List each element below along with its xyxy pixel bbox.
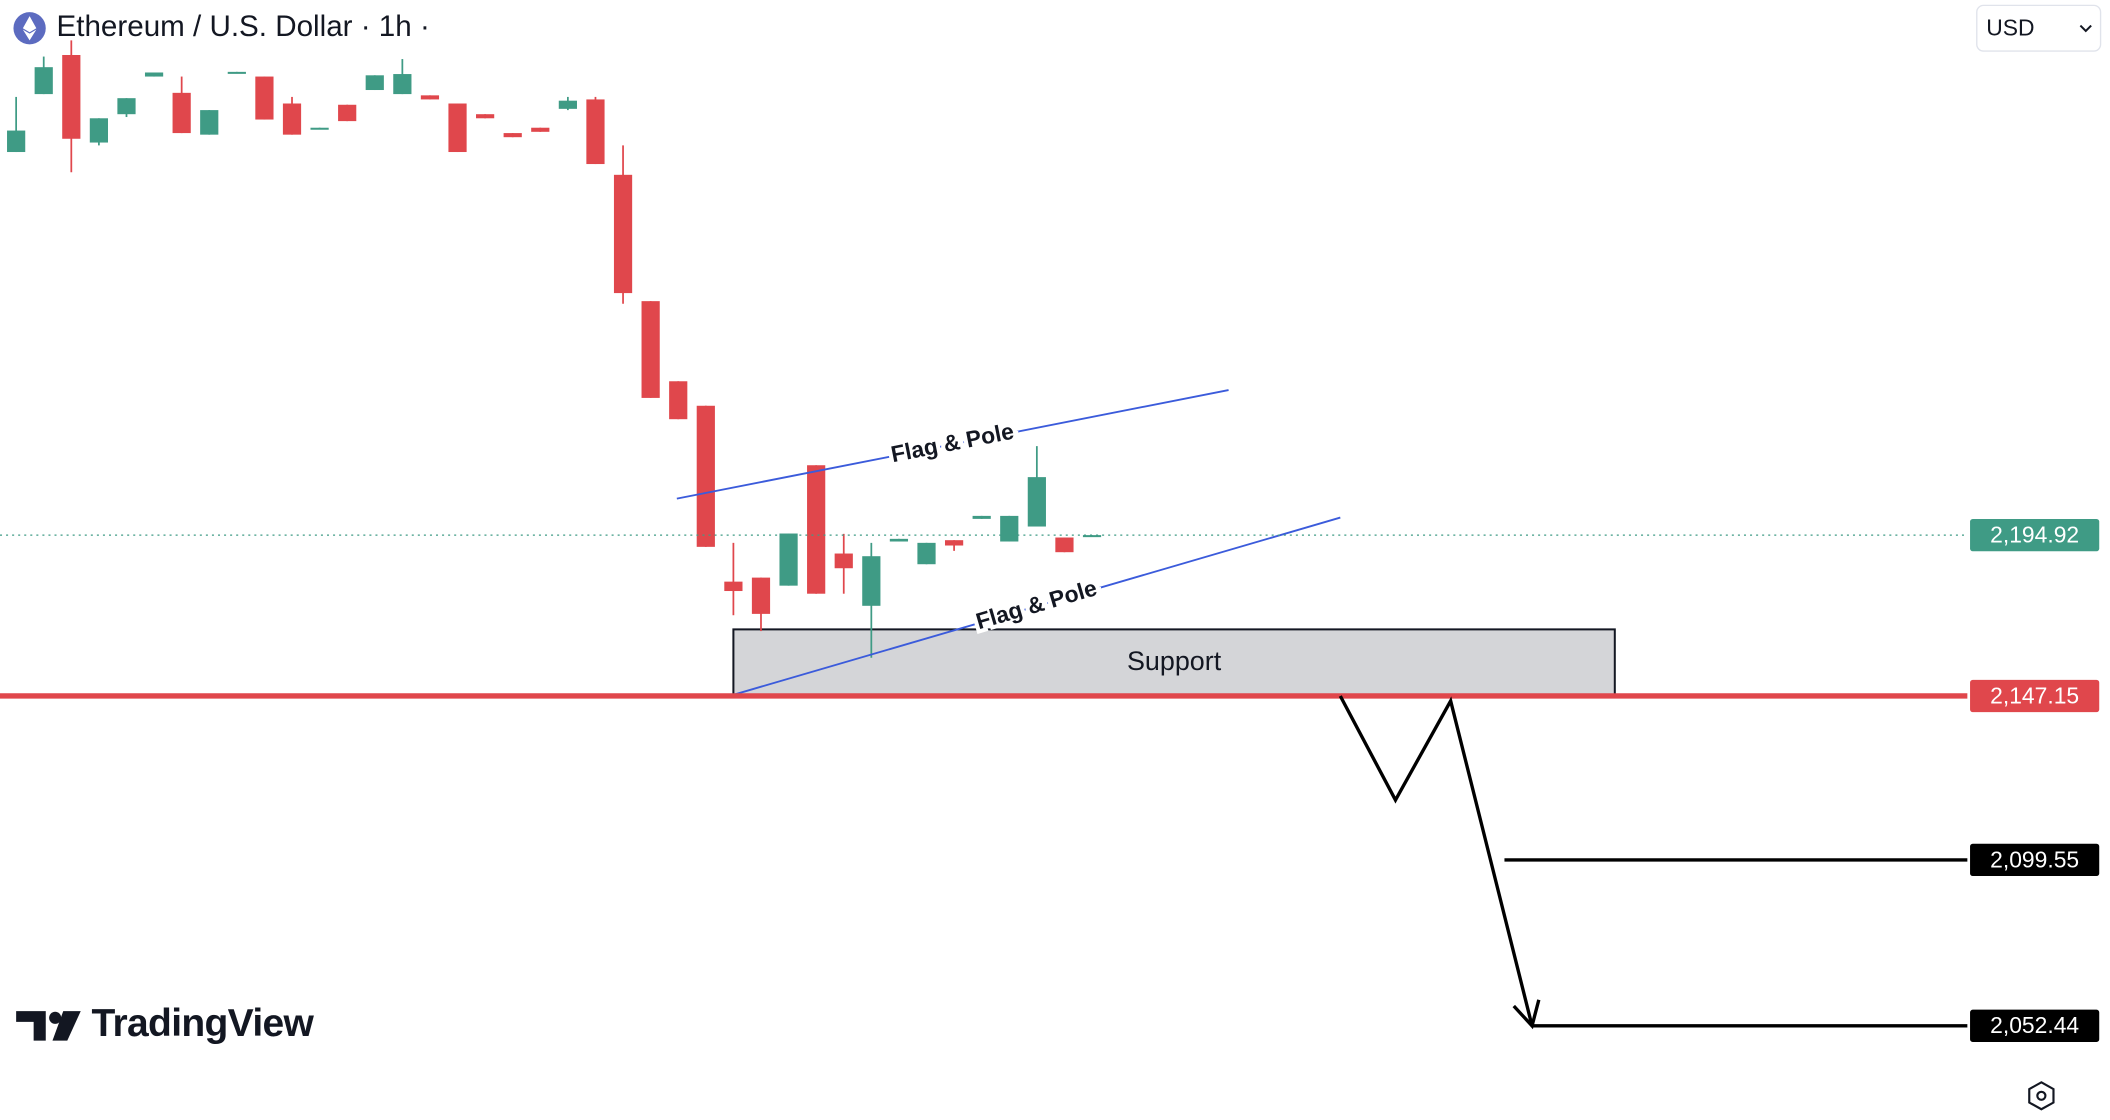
candle-body bbox=[117, 98, 136, 115]
currency-select[interactable]: USD bbox=[1976, 4, 2102, 52]
plot: Support Flag & Pole Flag & Pole bbox=[0, 40, 1968, 1030]
candle-body bbox=[1082, 535, 1102, 538]
candle-body bbox=[724, 581, 743, 592]
eth-glyph bbox=[22, 16, 37, 41]
candle-body bbox=[255, 76, 274, 120]
candle-body bbox=[696, 405, 715, 547]
candle-body bbox=[144, 72, 164, 77]
settings-icon-center[interactable] bbox=[2036, 1090, 2047, 1101]
settings-icon[interactable] bbox=[2028, 1081, 2055, 1111]
candle-body bbox=[779, 533, 798, 586]
brand-name: TradingView bbox=[92, 1002, 315, 1045]
settings-button[interactable] bbox=[2028, 1081, 2055, 1111]
candle-body bbox=[420, 95, 440, 100]
candle-body bbox=[7, 130, 26, 153]
candle-body bbox=[1000, 515, 1019, 542]
chevron[interactable] bbox=[2079, 24, 2092, 33]
candle-body bbox=[834, 553, 853, 569]
header: Ethereum / U.S. Dollar · 1h · bbox=[13, 10, 430, 45]
price-label: 2,099.55 bbox=[1990, 846, 2079, 872]
candle-body bbox=[393, 74, 412, 95]
candle-body bbox=[89, 118, 109, 143]
currency-label[interactable]: USD bbox=[1986, 15, 2034, 41]
candle-body bbox=[448, 103, 467, 153]
candle-body bbox=[338, 104, 357, 122]
candle-body bbox=[669, 381, 688, 420]
logo-dot bbox=[49, 1011, 62, 1024]
candle-body bbox=[310, 127, 329, 130]
candle-body bbox=[613, 174, 633, 294]
candle-body bbox=[1027, 477, 1046, 527]
flag-label: Flag & Pole bbox=[889, 418, 1016, 468]
candle-body bbox=[751, 577, 771, 614]
candle-body bbox=[172, 92, 191, 134]
price-label: 2,194.92 bbox=[1990, 522, 2079, 548]
projection-path bbox=[1338, 695, 1534, 1027]
candle-body bbox=[531, 127, 550, 132]
flag-line bbox=[733, 516, 1341, 696]
price-label-box bbox=[1970, 679, 2100, 713]
price-label: 2,147.15 bbox=[1990, 682, 2079, 708]
candle-body bbox=[200, 110, 219, 135]
candle-body bbox=[558, 100, 577, 109]
logo-slash bbox=[52, 1011, 81, 1041]
candle-body bbox=[365, 75, 384, 91]
price-label-box bbox=[1970, 843, 2100, 877]
price-label-box bbox=[1970, 518, 2100, 552]
candle-body bbox=[34, 67, 53, 95]
candle-body bbox=[641, 301, 660, 398]
logo-mark bbox=[16, 1011, 46, 1041]
brand: TradingView bbox=[16, 1002, 315, 1045]
candle-body bbox=[282, 103, 302, 135]
candle-body bbox=[503, 133, 522, 138]
candle-body bbox=[62, 55, 81, 139]
currency-box[interactable] bbox=[1976, 4, 2102, 52]
candle-body bbox=[972, 515, 991, 519]
flag-label: Flag & Pole bbox=[973, 574, 1100, 634]
candle-body bbox=[227, 71, 246, 74]
symbol-title: Ethereum / U.S. Dollar · 1h · bbox=[57, 10, 430, 43]
candle-body bbox=[586, 99, 605, 165]
candle-body bbox=[862, 556, 881, 606]
candle-body bbox=[807, 465, 826, 594]
arrow-head bbox=[1512, 999, 1541, 1030]
candle-body bbox=[917, 542, 936, 565]
candle-body bbox=[1055, 537, 1074, 553]
candle-body bbox=[476, 114, 495, 119]
price-label: 2,052.44 bbox=[1990, 1012, 2079, 1038]
candle-body bbox=[889, 538, 909, 542]
price-labels: 2,194.92 2,147.15 2,099.55 2,052.44 bbox=[1970, 518, 2100, 1042]
flag-line bbox=[676, 389, 1229, 500]
candle-body bbox=[944, 540, 964, 546]
support-label: Support bbox=[1127, 646, 1222, 676]
price-label-box bbox=[1970, 1009, 2100, 1042]
support-zone bbox=[732, 628, 1616, 697]
